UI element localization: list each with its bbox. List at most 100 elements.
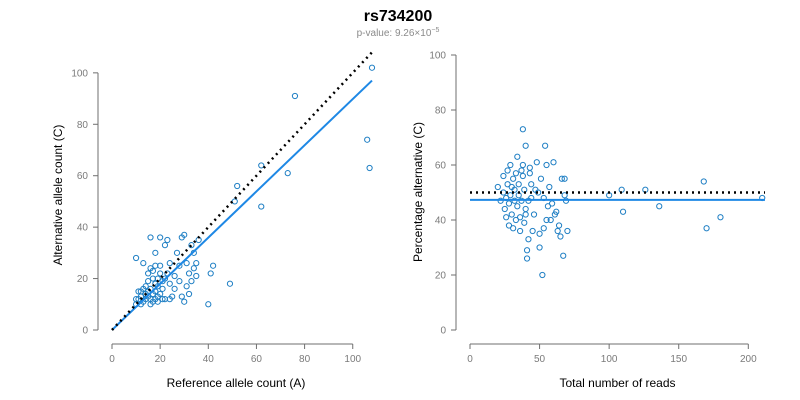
data-point xyxy=(543,161,550,169)
data-point xyxy=(703,225,710,232)
data-point xyxy=(515,181,522,188)
data-point xyxy=(505,200,513,207)
fit-line xyxy=(111,79,373,331)
data-point xyxy=(555,222,563,229)
data-point xyxy=(164,236,171,244)
y-tick-label: 0 xyxy=(82,326,88,337)
data-point xyxy=(169,293,176,300)
data-point xyxy=(553,208,560,215)
subtitle-exponent: −5 xyxy=(431,27,439,34)
x-tick-label: 40 xyxy=(203,354,215,365)
data-point xyxy=(142,283,149,290)
data-point xyxy=(159,296,166,303)
data-point xyxy=(619,208,627,215)
data-point xyxy=(557,233,564,240)
data-point xyxy=(700,178,707,185)
data-point xyxy=(368,64,376,71)
data-point xyxy=(512,216,520,224)
data-point xyxy=(526,170,533,177)
y-tick-label: 20 xyxy=(435,271,447,282)
data-point xyxy=(145,270,152,277)
y-axis-title: Alternative allele count (C) xyxy=(51,125,65,266)
x-axis-title: Total number of reads xyxy=(559,376,675,390)
data-point xyxy=(185,290,193,298)
data-point xyxy=(507,161,514,169)
data-point xyxy=(529,227,536,235)
data-point xyxy=(226,280,234,287)
y-tick-label: 0 xyxy=(440,326,446,337)
y-tick-label: 40 xyxy=(435,216,447,227)
data-point xyxy=(539,271,546,279)
x-tick-label: 60 xyxy=(251,354,263,365)
x-tick-label: 200 xyxy=(740,354,757,365)
data-point xyxy=(510,175,517,182)
x-tick-label: 150 xyxy=(670,354,687,365)
y-tick-label: 80 xyxy=(435,106,447,117)
data-point xyxy=(157,262,164,269)
y-axis-title: Percentage alternative (C) xyxy=(411,122,425,262)
data-point xyxy=(161,242,169,249)
chart-left: 0 20 40 60 80 100 0 20 40 60 80 100 Reference allele… xyxy=(51,51,376,390)
data-point xyxy=(166,280,173,287)
data-point xyxy=(284,170,291,177)
data-point xyxy=(157,234,164,241)
data-point xyxy=(523,247,531,254)
x-tick-label: 0 xyxy=(467,354,473,365)
data-point xyxy=(526,164,533,171)
reference-line xyxy=(111,51,373,331)
data-point xyxy=(536,230,543,237)
data-point xyxy=(494,183,501,191)
data-point xyxy=(516,227,524,235)
data-point xyxy=(147,234,154,241)
data-point xyxy=(504,167,511,174)
data-point xyxy=(521,219,528,226)
x-tick-label: 80 xyxy=(299,354,311,365)
y-tick-label: 60 xyxy=(435,161,447,172)
data-point xyxy=(178,293,185,300)
data-point xyxy=(231,198,238,205)
y-tick-label: 100 xyxy=(71,68,88,79)
data-point xyxy=(188,242,195,249)
data-point xyxy=(546,183,553,191)
data-point xyxy=(548,200,556,207)
data-point xyxy=(181,231,188,238)
data-point xyxy=(550,159,557,166)
data-point xyxy=(149,267,157,274)
subtitle-prefix: p-value: 9.26×10 xyxy=(357,28,432,39)
x-tick-label: 20 xyxy=(155,354,167,365)
figure-title: rs734200 xyxy=(364,8,433,25)
data-point xyxy=(564,227,571,235)
data-point xyxy=(500,172,507,180)
data-point xyxy=(656,203,663,210)
data-point xyxy=(561,175,568,182)
data-point xyxy=(558,175,565,182)
x-tick-label: 0 xyxy=(109,354,115,365)
data-point xyxy=(181,298,188,305)
data-point xyxy=(717,214,724,221)
data-point xyxy=(157,270,164,277)
data-point xyxy=(157,290,164,298)
data-point xyxy=(145,278,152,285)
figure-subtitle: p-value: 9.26×10−5 xyxy=(357,27,440,39)
data-point xyxy=(508,211,515,218)
data-point xyxy=(166,260,173,267)
data-point xyxy=(514,203,521,210)
data-point xyxy=(132,296,140,303)
data-point xyxy=(171,272,178,280)
data-point xyxy=(159,285,166,292)
data-point xyxy=(193,272,200,280)
data-point xyxy=(519,126,526,133)
data-point xyxy=(173,249,181,256)
data-point xyxy=(183,283,190,290)
data-point xyxy=(258,203,265,210)
data-point xyxy=(512,170,520,177)
data-point xyxy=(193,260,200,267)
data-point xyxy=(258,162,265,169)
y-tick-label: 100 xyxy=(429,51,446,62)
data-point xyxy=(540,225,547,232)
data-point xyxy=(504,181,511,188)
data-point xyxy=(207,270,214,277)
data-point xyxy=(561,192,568,199)
data-point xyxy=(554,227,561,235)
data-point xyxy=(364,136,371,143)
